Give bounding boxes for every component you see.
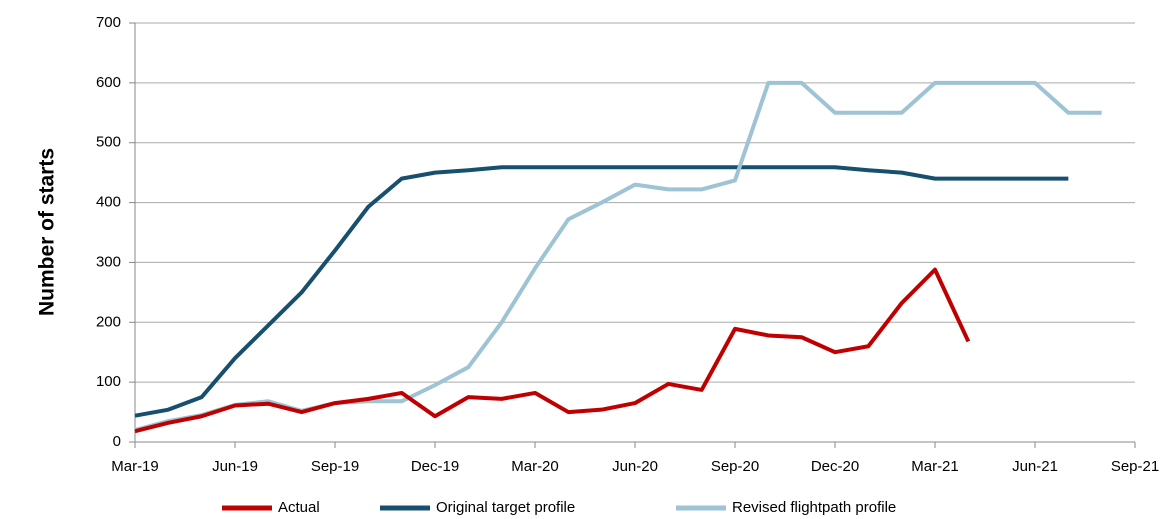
x-tick-label: Mar-21 [911,458,959,475]
y-tick-label: 600 [96,74,121,91]
y-tick-label: 0 [113,433,121,450]
x-tick-label: Sep-19 [311,458,359,475]
y-tick-label: 200 [96,313,121,330]
x-tick-label: Dec-20 [811,458,859,475]
x-tick-label: Sep-21 [1111,458,1159,475]
y-tick-label: 400 [96,194,121,211]
x-tick-label: Jun-21 [1012,458,1058,475]
legend-label: Actual [278,499,320,516]
x-tick-label: Mar-20 [511,458,559,475]
series-line [134,80,1102,432]
legend-label: Revised flightpath profile [732,499,896,516]
x-tick-label: Dec-19 [411,458,459,475]
y-axis-label: Number of starts [36,148,59,316]
series-line [134,165,1069,418]
x-tick-label: Mar-19 [111,458,159,475]
y-tick-label: 700 [96,14,121,31]
x-tick-label: Jun-19 [212,458,258,475]
y-tick-label: 300 [96,253,121,270]
legend-label: Original target profile [436,499,575,516]
x-tick-label: Sep-20 [711,458,759,475]
y-tick-label: 500 [96,134,121,151]
y-tick-label: 100 [96,373,121,390]
series-line [134,267,971,434]
x-tick-label: Jun-20 [612,458,658,475]
